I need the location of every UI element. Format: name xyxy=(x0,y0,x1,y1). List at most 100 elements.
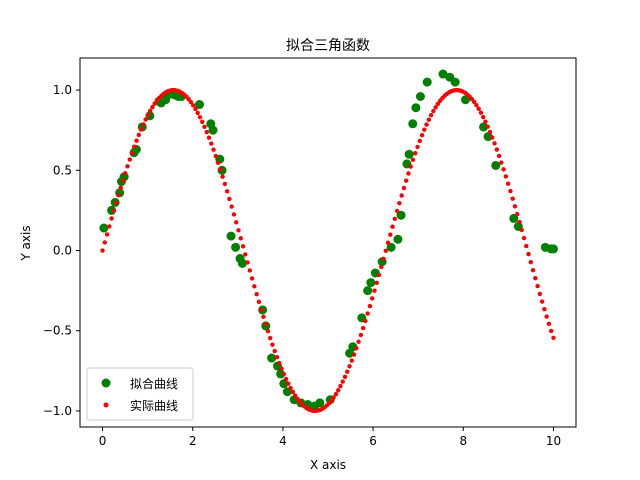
data-point-actual xyxy=(211,147,216,152)
data-point-actual xyxy=(399,193,404,198)
data-point-actual xyxy=(413,151,418,156)
data-point-actual xyxy=(331,395,336,400)
data-point-actual xyxy=(281,371,287,377)
data-point-actual xyxy=(501,167,506,172)
data-point-actual xyxy=(335,388,341,393)
data-point-actual xyxy=(483,119,488,124)
data-point-actual xyxy=(134,138,139,143)
data-point-actual xyxy=(254,291,259,297)
data-point-actual xyxy=(263,321,268,327)
data-point-actual xyxy=(490,135,495,140)
data-point-actual xyxy=(329,398,334,403)
axis-ticks: 0 2 4 6 8 10 −1.0 −0.5 0.0 0.5 1.0 xyxy=(43,83,561,448)
data-point-actual xyxy=(367,303,373,309)
x-tick-label: 8 xyxy=(459,434,467,448)
legend: 拟合曲线 实际曲线 xyxy=(86,367,194,421)
data-point-fit xyxy=(393,234,403,244)
data-point-actual xyxy=(544,314,549,319)
data-point-actual xyxy=(533,275,538,281)
plot-area-frame xyxy=(79,57,577,428)
data-point-actual xyxy=(403,178,409,183)
data-point-actual xyxy=(410,157,416,162)
data-point-actual xyxy=(234,220,239,225)
data-point-actual xyxy=(422,127,427,132)
data-point-actual xyxy=(272,348,277,354)
data-point-actual xyxy=(220,174,225,179)
data-point-actual xyxy=(213,153,219,159)
data-point-fit xyxy=(509,213,519,223)
data-point-actual xyxy=(379,264,384,270)
data-point-actual xyxy=(542,306,547,312)
data-point-actual xyxy=(478,110,484,115)
y-tick-label: −0.5 xyxy=(43,324,72,338)
data-point-actual xyxy=(147,108,153,114)
data-point-fit xyxy=(548,244,558,254)
data-point-actual xyxy=(190,103,196,108)
data-point-actual xyxy=(397,200,402,206)
data-point-actual xyxy=(279,366,284,371)
data-point-fit xyxy=(279,379,289,389)
data-point-fit xyxy=(483,132,493,142)
x-axis-title: X axis xyxy=(310,458,346,472)
data-point-actual xyxy=(249,276,255,281)
data-point-actual xyxy=(236,228,241,233)
data-point-actual xyxy=(261,314,266,320)
data-point-actual xyxy=(277,360,282,366)
data-point-fit xyxy=(237,258,247,268)
data-point-fit xyxy=(208,125,218,135)
legend-label-fit: 拟合曲线 xyxy=(130,376,178,391)
data-point-actual xyxy=(145,112,151,118)
data-point-actual xyxy=(530,267,536,273)
data-point-actual xyxy=(150,104,155,110)
data-point-actual xyxy=(415,144,420,150)
data-point-actual xyxy=(268,335,273,341)
data-point-actual xyxy=(392,216,398,221)
data-point-actual xyxy=(283,376,289,382)
data-point-actual xyxy=(111,208,117,213)
data-point-actual xyxy=(546,321,552,327)
data-point-actual xyxy=(107,224,112,229)
data-point-actual xyxy=(535,283,540,289)
data-point-actual xyxy=(338,383,343,389)
data-point-actual xyxy=(247,268,253,273)
data-point-actual xyxy=(143,117,148,122)
data-point-actual xyxy=(342,374,348,380)
data-point-actual xyxy=(390,224,395,229)
data-point-actual xyxy=(286,381,291,386)
data-point-actual xyxy=(227,196,232,202)
data-point-actual xyxy=(505,181,511,186)
data-point-fit xyxy=(366,278,376,288)
data-point-actual xyxy=(374,280,379,286)
data-point-actual xyxy=(123,171,128,176)
data-point-actual xyxy=(376,272,382,278)
data-point-actual xyxy=(539,299,545,304)
data-point-actual xyxy=(424,122,429,127)
data-point-actual xyxy=(528,259,533,265)
data-point-actual xyxy=(258,307,264,312)
data-point-actual xyxy=(333,391,339,397)
data-point-actual xyxy=(270,342,275,347)
data-point-actual xyxy=(474,102,479,108)
data-point-actual xyxy=(136,132,141,138)
data-point-actual xyxy=(526,251,531,257)
data-point-actual xyxy=(215,160,221,165)
data-point-actual xyxy=(512,204,518,209)
legend-marker-actual xyxy=(103,402,109,408)
data-point-actual xyxy=(354,346,359,351)
data-point-actual xyxy=(127,157,132,162)
data-point-actual xyxy=(388,232,393,237)
y-tick-label: 1.0 xyxy=(53,83,72,97)
data-point-actual xyxy=(369,296,375,301)
data-point-actual xyxy=(508,188,513,194)
data-point-actual xyxy=(116,193,121,198)
data-point-actual xyxy=(288,385,293,391)
data-point-fit xyxy=(226,231,236,241)
data-point-actual xyxy=(408,164,413,169)
data-point-actual xyxy=(100,248,105,253)
y-tick-label: −1.0 xyxy=(43,404,72,418)
data-point-fit xyxy=(99,223,109,233)
data-point-actual xyxy=(365,311,370,316)
data-point-actual xyxy=(204,129,209,135)
data-point-actual xyxy=(499,160,504,165)
